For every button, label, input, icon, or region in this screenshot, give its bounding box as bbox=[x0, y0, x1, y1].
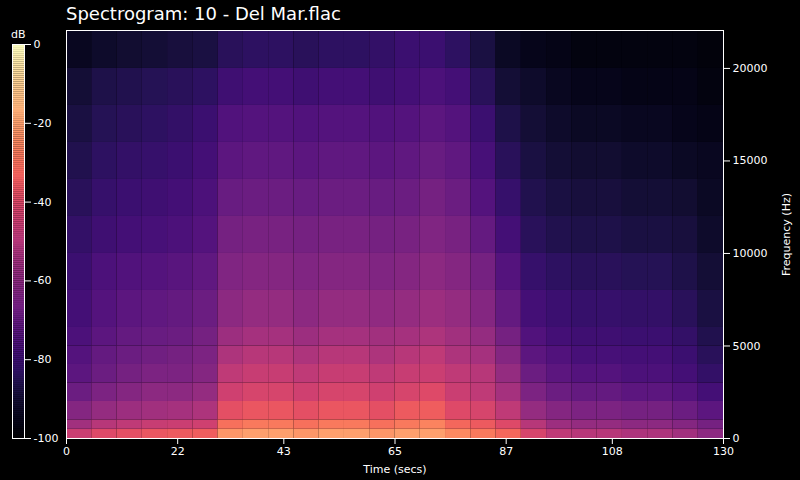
svg-text:87: 87 bbox=[499, 445, 513, 458]
svg-text:Frequency (Hz): Frequency (Hz) bbox=[780, 193, 793, 276]
svg-text:10000: 10000 bbox=[733, 247, 768, 260]
svg-text:-80: -80 bbox=[34, 353, 52, 366]
svg-text:0: 0 bbox=[34, 38, 41, 51]
svg-text:15000: 15000 bbox=[733, 154, 768, 167]
svg-text:-60: -60 bbox=[34, 274, 52, 287]
svg-text:43: 43 bbox=[277, 445, 291, 458]
svg-text:65: 65 bbox=[388, 445, 402, 458]
html-text:Spectrogram: 10 - Del Mar.flac: Spectrogram: 10 - Del Mar.flac bbox=[66, 3, 341, 24]
svg-text:-40: -40 bbox=[34, 196, 52, 209]
svg-text:-20: -20 bbox=[34, 117, 52, 130]
svg-text:130: 130 bbox=[713, 445, 734, 458]
svg-text:22: 22 bbox=[171, 445, 185, 458]
svg-text:5000: 5000 bbox=[733, 340, 761, 353]
svg-text:Time (secs): Time (secs) bbox=[362, 463, 426, 476]
html-text:dB: dB bbox=[11, 28, 26, 41]
svg-text:-100: -100 bbox=[34, 432, 59, 445]
svg-text:20000: 20000 bbox=[733, 62, 768, 75]
svg-text:0: 0 bbox=[63, 445, 70, 458]
svg-text:0: 0 bbox=[733, 432, 740, 445]
svg-text:108: 108 bbox=[602, 445, 623, 458]
